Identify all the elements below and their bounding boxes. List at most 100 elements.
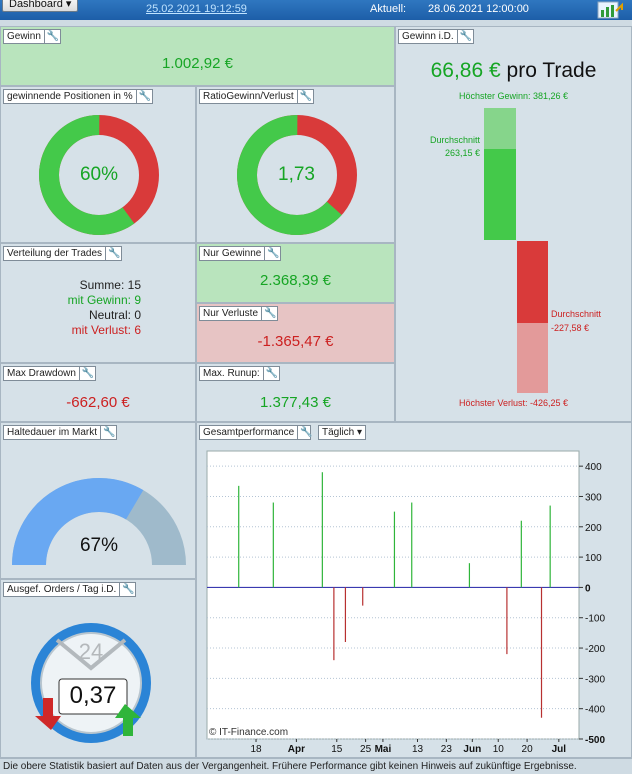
wrench-icon[interactable]: 🔧 bbox=[264, 247, 280, 260]
y-tick-label: 100 bbox=[585, 553, 602, 564]
donut-win-arc bbox=[38, 115, 159, 235]
distribution-panel: Verteilung der Trades 🔧 Summe: 15 mit Gew… bbox=[0, 243, 196, 363]
wrench-icon[interactable]: 🔧 bbox=[262, 367, 278, 380]
y-tick-label: 200 bbox=[585, 523, 602, 534]
y-tick-label: 300 bbox=[585, 492, 602, 503]
profit-per-trade-panel: Gewinn i.D. 🔧 66,86 € pro Trade Höchster … bbox=[395, 26, 632, 422]
max-runup-title: Max. Runup: 🔧 bbox=[199, 366, 280, 381]
y-tick-label: -100 bbox=[585, 614, 605, 625]
y-tick-label: -300 bbox=[585, 674, 605, 685]
x-tick-label: 18 bbox=[250, 744, 262, 755]
loss-bar bbox=[517, 241, 548, 323]
only-gains-value: 2.368,39 € bbox=[260, 272, 331, 289]
profit-per-trade-headline: 66,86 € pro Trade bbox=[396, 59, 631, 83]
y-tick-label: 0 bbox=[585, 583, 591, 594]
wrench-icon[interactable]: 🔧 bbox=[119, 583, 135, 596]
y-tick-label: -500 bbox=[585, 735, 605, 746]
max-gain-label: Höchster Gewinn: 381,26 € bbox=[458, 91, 569, 101]
x-tick-label: Jun bbox=[463, 744, 481, 755]
dial-number: 24 bbox=[78, 639, 104, 664]
footer-disclaimer: Die obere Statistik basiert auf Daten au… bbox=[0, 758, 632, 774]
x-tick-label: 25 bbox=[360, 744, 372, 755]
ratio-panel: RatioGewinn/Verlust 🔧 1,73 bbox=[196, 86, 395, 243]
plot-area bbox=[206, 450, 580, 740]
start-date-link[interactable]: 25.02.2021 19:12:59 bbox=[146, 3, 247, 15]
loss-bar-light bbox=[517, 323, 548, 393]
period-dropdown[interactable]: Täglich ▾ bbox=[318, 425, 367, 440]
max-runup-panel: Max. Runup: 🔧 1.377,43 € bbox=[196, 363, 395, 422]
orders-value: 0,37 bbox=[69, 682, 117, 709]
wrench-icon[interactable]: 🔧 bbox=[100, 426, 115, 439]
y-tick-label: -200 bbox=[585, 644, 605, 655]
y-tick-label: -400 bbox=[585, 705, 605, 716]
distribution-title: Verteilung der Trades 🔧 bbox=[3, 246, 123, 261]
x-tick-label: 10 bbox=[493, 744, 505, 755]
max-drawdown-title: Max Drawdown 🔧 bbox=[3, 366, 96, 381]
avg-loss-label: Durchschnitt bbox=[551, 309, 602, 319]
loss-row: mit Verlust: 6 bbox=[71, 323, 141, 337]
holding-gauge bbox=[12, 478, 186, 566]
only-losses-title: Nur Verluste 🔧 bbox=[199, 306, 279, 321]
watermark: © IT-Finance.com bbox=[209, 727, 288, 738]
distribution-list: Summe: 15 mit Gewinn: 9 Neutral: 0 mit V… bbox=[1, 278, 141, 338]
only-losses-panel: Nur Verluste 🔧 -1.365,47 € bbox=[196, 303, 395, 363]
wrench-icon[interactable]: 🔧 bbox=[456, 30, 472, 43]
wrench-icon[interactable]: 🔧 bbox=[297, 426, 313, 439]
max-drawdown-value: -662,60 € bbox=[66, 394, 130, 411]
neutral-row: Neutral: 0 bbox=[88, 308, 141, 322]
winning-positions-panel: gewinnende Positionen in % 🔧 60% bbox=[0, 86, 196, 243]
winning-positions-value: 60% bbox=[79, 164, 119, 185]
performance-panel: Gesamtperformance 🔧 Täglich ▾ 400 300 200 10… bbox=[196, 422, 632, 758]
x-tick-label: 20 bbox=[522, 744, 534, 755]
x-tick-label: 23 bbox=[441, 744, 453, 755]
only-gains-panel: Nur Gewinne 🔧 2.368,39 € bbox=[196, 243, 395, 303]
orders-panel: Ausgef. Orders / Tag i.D. 🔧 24 0,37 bbox=[0, 579, 196, 758]
wrench-icon[interactable]: 🔧 bbox=[78, 367, 94, 380]
y-tick-label: 400 bbox=[585, 462, 602, 473]
avg-gain-label: Durchschnitt bbox=[429, 135, 480, 145]
holding-value: 67% bbox=[79, 535, 119, 556]
holding-title: Haltedauer im Markt 🔧 bbox=[3, 425, 118, 440]
only-gains-title: Nur Gewinne 🔧 bbox=[199, 246, 282, 261]
wrench-icon[interactable]: 🔧 bbox=[296, 90, 312, 103]
max-runup-value: 1.377,43 € bbox=[260, 394, 331, 411]
dashboard-dropdown[interactable]: Dashboard ▾ bbox=[2, 0, 79, 12]
profit-panel: Gewinn 🔧 1.002,92 € bbox=[0, 26, 395, 86]
clock-dial-icon bbox=[31, 623, 151, 743]
only-losses-value: -1.365,47 € bbox=[257, 333, 334, 350]
holding-panel: Haltedauer im Markt 🔧 67% bbox=[0, 422, 196, 579]
profit-per-trade-value: 66,86 € bbox=[430, 59, 501, 82]
max-loss-label: Höchster Verlust: -426,25 € bbox=[458, 398, 569, 408]
x-tick-label: Jul bbox=[552, 744, 567, 755]
top-bar: Dashboard ▾ 25.02.2021 19:12:59 Aktuell:… bbox=[0, 0, 632, 20]
sum-row: Summe: 15 bbox=[79, 278, 141, 292]
profit-per-trade-suffix: pro Trade bbox=[506, 59, 597, 82]
profit-title: Gewinn 🔧 bbox=[3, 29, 61, 44]
gauge-fill bbox=[12, 478, 144, 566]
x-tick-label: 13 bbox=[412, 744, 424, 755]
x-tick-label: Mai bbox=[375, 744, 392, 755]
current-date: 28.06.2021 12:00:00 bbox=[428, 3, 529, 15]
performance-chart: 400 300 200 100 0 -100 -200 -300 -400 -500 18 Apr 15… bbox=[206, 450, 605, 755]
profit-per-trade-title: Gewinn i.D. 🔧 bbox=[398, 29, 474, 44]
performance-title: Gesamtperformance 🔧 bbox=[199, 425, 313, 440]
wrench-icon[interactable]: 🔧 bbox=[43, 30, 59, 43]
avg-gain-value: 263,15 € bbox=[444, 148, 480, 158]
wrench-icon[interactable]: 🔧 bbox=[135, 90, 151, 103]
orders-title: Ausgef. Orders / Tag i.D. 🔧 bbox=[3, 582, 137, 597]
ratio-title: RatioGewinn/Verlust 🔧 bbox=[199, 89, 314, 104]
ratio-donut bbox=[237, 115, 357, 235]
x-tick-label: 15 bbox=[331, 744, 343, 755]
max-drawdown-panel: Max Drawdown 🔧 -662,60 € bbox=[0, 363, 196, 422]
gain-bar-light bbox=[484, 108, 516, 149]
profit-value: 1.002,92 € bbox=[162, 55, 233, 72]
chart-report-icon[interactable] bbox=[597, 1, 623, 19]
win-row: mit Gewinn: 9 bbox=[67, 293, 141, 307]
ratio-value: 1,73 bbox=[278, 164, 315, 185]
x-tick-label: Apr bbox=[288, 744, 305, 755]
wrench-icon[interactable]: 🔧 bbox=[261, 307, 276, 320]
avg-loss-value: -227,58 € bbox=[551, 323, 590, 333]
winning-positions-title: gewinnende Positionen in % 🔧 bbox=[3, 89, 153, 104]
current-label: Aktuell: bbox=[370, 3, 407, 15]
wrench-icon[interactable]: 🔧 bbox=[105, 247, 121, 260]
